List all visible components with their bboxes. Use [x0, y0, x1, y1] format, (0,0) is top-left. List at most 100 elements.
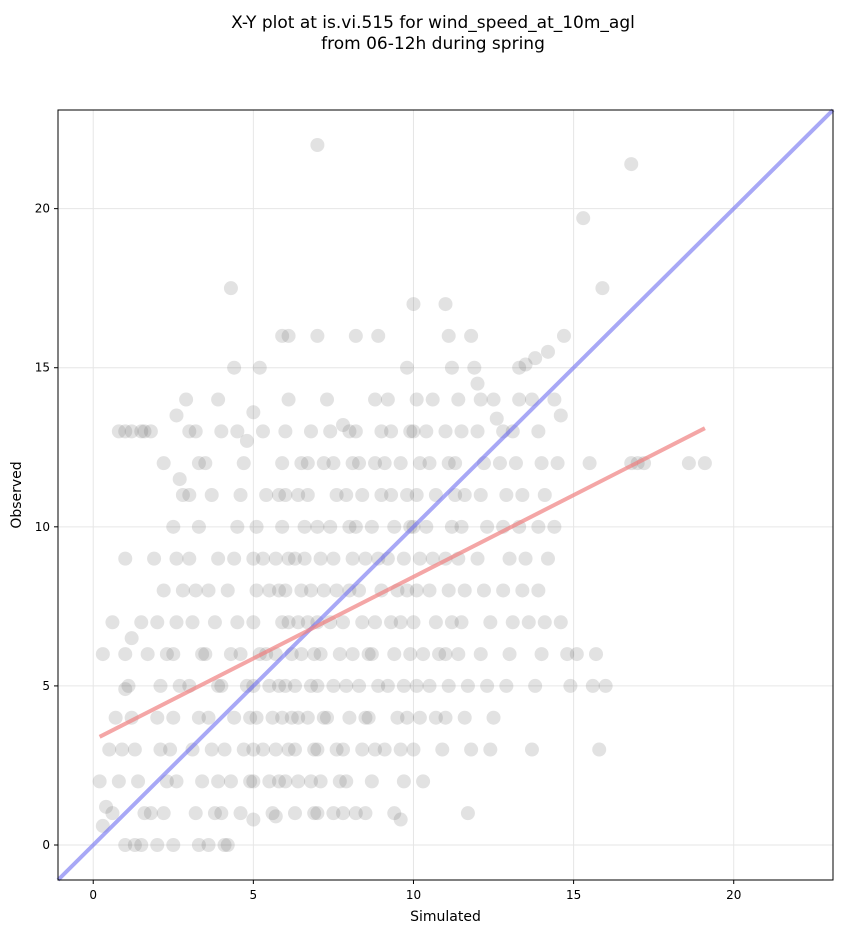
data-point: [239, 433, 254, 448]
data-point: [342, 424, 357, 439]
data-point: [589, 647, 604, 662]
data-point: [355, 615, 370, 630]
data-point: [262, 583, 277, 598]
data-point: [412, 710, 427, 725]
data-point: [371, 551, 386, 566]
x-tick-label: 0: [89, 888, 97, 902]
data-point: [115, 742, 130, 757]
data-point: [451, 392, 466, 407]
data-point: [400, 710, 415, 725]
data-point: [265, 710, 280, 725]
data-point: [313, 551, 328, 566]
data-point: [134, 615, 149, 630]
data-point: [185, 615, 200, 630]
data-point: [390, 710, 405, 725]
data-point: [480, 519, 495, 534]
data-point: [329, 488, 344, 502]
data-point: [233, 647, 248, 662]
data-point: [396, 678, 411, 693]
data-point: [246, 551, 261, 566]
data-point: [531, 519, 546, 534]
data-point: [409, 678, 424, 693]
data-point: [368, 392, 383, 407]
data-point: [473, 647, 488, 662]
data-point: [528, 678, 543, 693]
data-point: [95, 647, 110, 662]
data-point: [444, 519, 459, 534]
data-point: [195, 774, 210, 789]
chart-title: X-Y plot at is.vi.515 for wind_speed_at_…: [231, 13, 635, 54]
data-point: [246, 742, 261, 757]
data-point: [342, 710, 357, 725]
data-point: [291, 615, 306, 630]
data-point: [361, 647, 376, 662]
data-point: [236, 742, 251, 757]
data-point: [243, 774, 258, 789]
y-tick-label: 10: [35, 520, 50, 534]
data-point: [275, 519, 290, 534]
data-point: [521, 615, 536, 630]
data-point: [499, 678, 514, 693]
data-point: [214, 424, 229, 439]
data-point: [412, 551, 427, 566]
data-point: [172, 678, 187, 693]
data-point: [508, 456, 523, 471]
data-point: [275, 456, 290, 471]
data-point: [332, 774, 347, 789]
data-point: [425, 551, 440, 566]
data-point: [531, 424, 546, 439]
data-point: [393, 812, 408, 827]
data-point: [278, 678, 293, 693]
data-point: [220, 583, 235, 598]
data-point: [246, 615, 261, 630]
data-point: [294, 456, 309, 471]
data-point: [518, 551, 533, 566]
data-point: [483, 615, 498, 630]
data-point: [336, 418, 351, 432]
data-point: [531, 583, 546, 598]
data-point: [393, 742, 408, 757]
data-point: [150, 710, 165, 725]
data-point: [323, 519, 338, 534]
data-point: [326, 456, 341, 471]
data-point: [287, 678, 302, 693]
data-point: [214, 678, 229, 693]
data-point: [281, 615, 296, 630]
data-point: [156, 456, 171, 471]
data-point: [528, 351, 543, 366]
data-point: [198, 647, 213, 662]
data-point: [556, 328, 571, 343]
data-point: [307, 806, 322, 821]
data-point: [563, 678, 578, 693]
data-point: [147, 551, 162, 566]
data-point: [384, 615, 399, 630]
y-tick-label: 5: [42, 679, 50, 693]
data-point: [412, 456, 427, 471]
data-point: [268, 551, 283, 566]
data-point: [444, 360, 459, 375]
data-point: [512, 392, 527, 407]
data-point: [255, 551, 270, 566]
data-point: [377, 742, 392, 757]
data-point: [297, 551, 312, 566]
data-point: [284, 710, 299, 725]
data-point: [470, 424, 485, 439]
data-point: [371, 678, 386, 693]
x-tick-label: 10: [406, 888, 421, 902]
data-point: [198, 456, 213, 471]
data-point: [121, 678, 136, 693]
data-point: [230, 424, 245, 439]
data-point: [496, 583, 511, 598]
data-point: [300, 710, 315, 725]
data-point: [480, 678, 495, 693]
data-point: [175, 488, 190, 502]
data-point: [348, 519, 363, 534]
data-point: [179, 392, 194, 407]
data-point: [320, 710, 335, 725]
data-point: [271, 488, 286, 502]
data-point: [246, 405, 261, 420]
data-point: [534, 456, 549, 471]
data-point: [368, 615, 383, 630]
data-point: [393, 456, 408, 471]
data-point: [355, 488, 370, 502]
